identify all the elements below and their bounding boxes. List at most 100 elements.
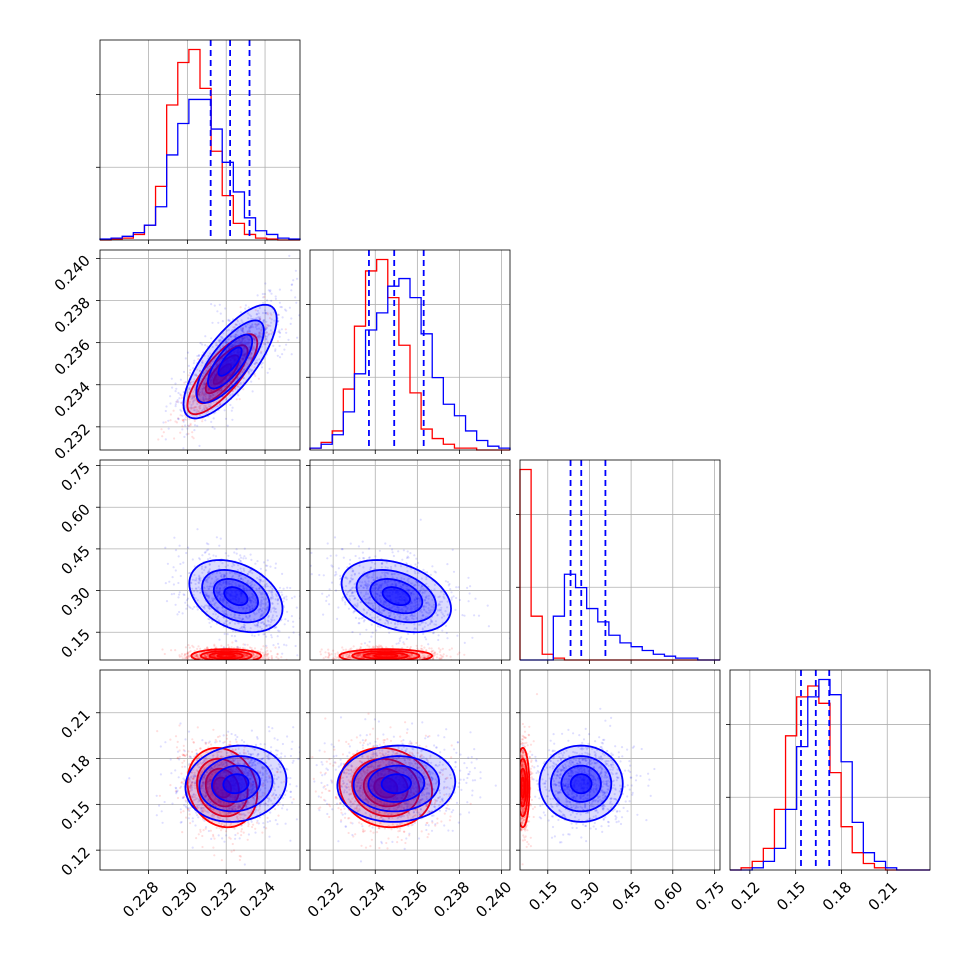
scatter-p1-p2-series_a-point [244, 324, 247, 327]
scatter-p1-p3-series_b-point [208, 662, 210, 664]
scatter-p2-p3-series_b-point [343, 660, 345, 662]
scatter-p1-p2-series_b-point [241, 358, 244, 361]
scatter-p1-p3-series_a-point [254, 613, 257, 616]
scatter-p1-p3-series_b-point [178, 655, 181, 658]
scatter-p1-p2-series_b-point [185, 415, 188, 418]
scatter-p1-p3-series_a-point [244, 643, 247, 646]
scatter-p1-p2-series_b-point [257, 377, 260, 380]
scatter-p1-p3-series_a-point [172, 583, 175, 586]
scatter-p1-p3-series_a-point [179, 574, 182, 578]
scatter-p2-p3-series_b-point [327, 651, 330, 654]
scatter-p1-p3-series_a-point [267, 589, 271, 592]
scatter-p1-p2-series_b-point [243, 347, 246, 350]
scatter-p1-p3-series_b-point [243, 655, 246, 658]
scatter-p1-p3-series_a-point [240, 625, 243, 629]
scatter-p1-p2-series_b-point [185, 418, 188, 421]
scatter-p1-p3-series_a-point [190, 582, 193, 585]
scatter-p1-p3-series_a-point [222, 575, 225, 579]
scatter-p1-p2-series_b-point [225, 349, 228, 352]
scatter-p1-p2-series_b-point [242, 354, 245, 357]
scatter-p1-p3-series_a-point [198, 575, 201, 578]
scatter-p1-p3-series_a-point [224, 613, 227, 616]
scatter-p1-p2-series_a-point [258, 334, 261, 337]
scatter-p1-p2-series_a-point [290, 289, 293, 292]
scatter-p1-p3-series_b-point [204, 665, 206, 667]
scatter-p1-p2-series_a-point [224, 340, 227, 343]
scatter-p1-p2-series_a-point [219, 346, 222, 349]
scatter-p1-p3-series_a-point [294, 644, 297, 648]
scatter-p1-p2-series_a-point [283, 348, 286, 351]
scatter-p1-p2-series_a-point [249, 326, 252, 329]
scatter-p1-p3-series_a-point [238, 614, 241, 617]
scatter-p2-p3-series_b-point [367, 660, 369, 662]
scatter-p2-p3-series_b-point [408, 653, 411, 656]
scatter-p1-p3-series_a-point [249, 569, 252, 572]
scatter-p1-p2-series_a-point [278, 344, 281, 347]
scatter-p2-p3-series_a-point [450, 596, 453, 599]
scatter-p1-p3-series_a-point [293, 595, 296, 598]
scatter-p1-p3-series_a-point [275, 614, 278, 618]
scatter-p1-p2-series_a-point [278, 288, 281, 291]
scatter-p2-p3-series_b-point [371, 654, 374, 657]
scatter-p1-p2-series_b-point [260, 329, 263, 332]
scatter-p1-p2-series_a-point [215, 344, 218, 347]
scatter-p1-p3-series_a-point [249, 569, 252, 572]
scatter-p1-p3-series_a-point [219, 599, 222, 602]
scatter-p1-p3-series_a-point [248, 605, 251, 608]
scatter-p2-p3-series_a-point [406, 588, 409, 591]
scatter-p1-p2-series_b-point [247, 341, 250, 344]
scatter-p1-p3-series_a-point [203, 591, 206, 594]
scatter-p1-p3-series_a-point [207, 548, 210, 551]
scatter-p2-p3-series_a-point [335, 554, 338, 557]
scatter-p1-p2-series_a-point [207, 387, 210, 390]
scatter-p1-p2-series_b-point [235, 398, 238, 401]
scatter-p1-p3-series_a-point [193, 590, 196, 593]
scatter-p1-p2-layer [157, 254, 300, 450]
histogram-p3-frame [519, 459, 721, 661]
scatter-p1-p3-series_a-point [276, 599, 279, 602]
scatter-p1-p3-series_a-point [248, 596, 251, 599]
scatter-p2-p3-series_b-point [437, 647, 440, 650]
scatter-p1-p3-series_b-point [253, 656, 256, 659]
scatter-p1-p2-series_b-point [209, 393, 212, 396]
scatter-p1-p3-series_a-point [269, 590, 272, 593]
scatter-p1-p3-series_a-point [177, 555, 180, 558]
scatter-p1-p2-series_b-point [188, 402, 191, 405]
scatter-p2-p3-series_b-point [346, 652, 349, 656]
scatter-p1-p3-series_a-point [193, 579, 196, 582]
scatter-p1-p2-series_b-point [206, 406, 209, 409]
scatter-p1-p3-series_a-point [278, 586, 282, 589]
scatter-p2-p3-series_b-point [368, 654, 371, 657]
scatter-p1-p3-series_b-point [181, 657, 184, 660]
scatter-p1-p3-series_a-point [248, 605, 251, 609]
scatter-p1-p3-series_b-point [262, 656, 265, 659]
scatter-p1-p2-series_b-point [204, 395, 207, 398]
scatter-p1-p2-series_b-point [204, 406, 207, 409]
scatter-p1-p3-series_a-point [204, 594, 207, 597]
scatter-p2-p3-series_a-point [341, 599, 344, 602]
scatter-p1-p3-background [100, 460, 300, 660]
scatter-p1-p3-series_b-point [223, 660, 225, 662]
scatter-p1-p2-series_a-point [200, 387, 204, 390]
scatter-p1-p3-series_a-point [266, 619, 269, 622]
scatter-p1-p3-series_a-point [208, 594, 211, 597]
scatter-p1-p3-series_a-point [198, 558, 202, 561]
scatter-p1-p2-series_b-point [238, 339, 241, 342]
scatter-p1-p2-series_b-point [203, 380, 206, 383]
scatter-p1-p2-series_a-point [227, 319, 230, 322]
scatter-p1-p2-series_b-point [209, 389, 212, 392]
scatter-p2-p3-series_b-point [360, 662, 362, 664]
scatter-p1-p3-series_a-point [214, 555, 218, 558]
scatter-p1-p2-series_a-point [240, 319, 243, 322]
scatter-p1-p2-series_a-point [255, 324, 258, 327]
scatter-p1-p2-series_a-point [185, 433, 188, 436]
scatter-p1-p2-series_a-point [254, 323, 257, 326]
scatter-p1-p3-series_b-point [222, 664, 224, 666]
scatter-p1-p2-series_b-point [183, 381, 186, 384]
scatter-p1-p3-series_a-point [187, 546, 190, 549]
scatter-p1-p2-series_a-point [289, 322, 292, 325]
scatter-p2-p3-series_b-point [355, 654, 358, 657]
scatter-p1-p3-series_a-point [214, 613, 217, 616]
scatter-p1-p2-series_b-point [189, 368, 192, 372]
scatter-p1-p2-series_b-point [210, 389, 213, 392]
